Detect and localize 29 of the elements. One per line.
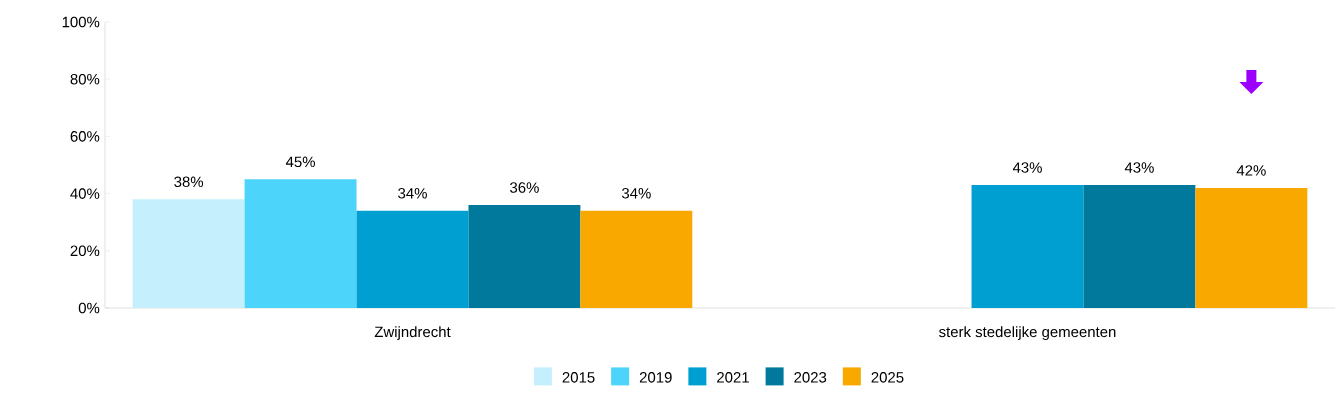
bar xyxy=(244,179,357,308)
y-tick-label: 80% xyxy=(70,73,100,85)
x-tick-label: sterk stedelijke gemeenten xyxy=(939,326,1116,341)
y-tick-label: 40% xyxy=(70,188,100,199)
data-label: 38% xyxy=(174,176,204,188)
bar xyxy=(356,210,469,308)
bar xyxy=(468,205,581,308)
data-label: 45% xyxy=(285,156,315,168)
data-label: 34% xyxy=(621,187,651,199)
data-label: 43% xyxy=(1124,162,1154,173)
bar xyxy=(132,199,245,308)
legend-label: 2025 xyxy=(871,372,904,383)
x-tick-label: Zwijndrecht xyxy=(374,326,451,341)
data-label: 34% xyxy=(398,187,427,199)
bar xyxy=(580,210,693,308)
data-label: 42% xyxy=(1236,165,1266,176)
bar xyxy=(971,185,1084,308)
bar xyxy=(1083,185,1196,308)
bar xyxy=(1195,187,1308,308)
legend-label: 2023 xyxy=(794,372,827,383)
data-label: 43% xyxy=(1012,162,1042,173)
y-tick-label: 100% xyxy=(62,16,100,28)
data-label: 36% xyxy=(510,182,539,193)
legend-label: 2015 xyxy=(562,372,595,383)
y-tick-label: 60% xyxy=(70,131,100,142)
legend-label: 2021 xyxy=(717,372,749,383)
y-tick-label: 20% xyxy=(70,245,100,257)
legend-label: 2019 xyxy=(639,372,672,383)
y-tick-label: 0% xyxy=(78,302,100,314)
